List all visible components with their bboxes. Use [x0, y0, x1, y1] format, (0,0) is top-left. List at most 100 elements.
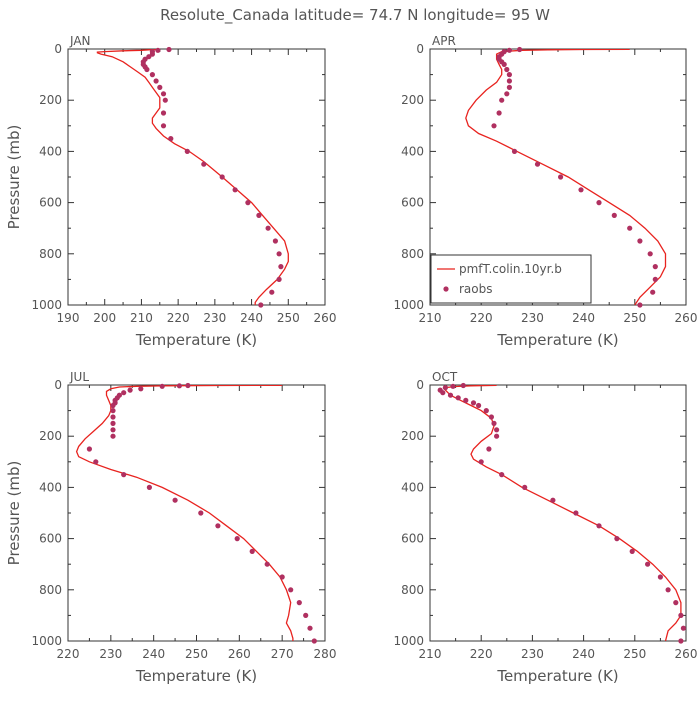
obs-point [506, 78, 512, 84]
obs-point [450, 383, 456, 389]
obs-point [611, 212, 617, 218]
obs-point [160, 110, 167, 116]
y-tick-label: 1000 [31, 298, 62, 312]
chart-title: Resolute_Canada latitude= 74.7 N longitu… [160, 6, 550, 25]
obs-point [264, 561, 270, 567]
obs-point [307, 625, 313, 631]
obs-point [627, 225, 633, 231]
x-tick-label: 230 [521, 311, 544, 325]
obs-point [501, 61, 507, 67]
obs-point [506, 84, 512, 90]
x-tick-label: 240 [240, 311, 263, 325]
x-tick-label: 270 [271, 647, 294, 661]
obs-point [172, 497, 178, 503]
x-tick-label: 250 [277, 311, 300, 325]
y-tick-label: 400 [401, 480, 424, 494]
x-tick-label: 260 [675, 311, 698, 325]
x-axis-label: Temperature (K) [496, 667, 618, 685]
panel-jan: 190 200 210 220 230 240 250 260 0 200 400 600 800 100… [5, 34, 336, 349]
panel-title: JAN [69, 34, 91, 48]
obs-point [303, 612, 309, 619]
legend-box [430, 254, 592, 304]
y-axis-label: Pressure (mb) [5, 125, 23, 230]
x-tick-label: 230 [99, 647, 122, 661]
y-tick-label: 800 [39, 247, 62, 261]
obs-point [650, 289, 656, 295]
obs-point [460, 382, 466, 389]
obs-point [219, 174, 225, 180]
x-tick-label: 240 [572, 311, 595, 325]
y-tick-label: 800 [39, 583, 62, 597]
obs-point [288, 587, 294, 593]
model-line [444, 385, 682, 641]
x-tick-label: 190 [57, 311, 80, 325]
obs-point [153, 78, 159, 84]
x-axis-label: Temperature (K) [135, 331, 257, 349]
x-tick-label: 220 [167, 311, 190, 325]
obs-point [146, 484, 152, 490]
legend: pmfT.colin.10yr.b raobs [430, 254, 592, 304]
obs-point [442, 385, 448, 391]
plot-frame [429, 384, 687, 642]
x-tick-label: 250 [623, 647, 646, 661]
obs-point [494, 427, 500, 433]
obs-point [276, 251, 282, 257]
obs-point [596, 523, 602, 529]
x-tick-label: 240 [142, 647, 165, 661]
obs-point [121, 472, 127, 478]
x-tick-label: 240 [572, 647, 595, 661]
y-tick-label: 1000 [393, 634, 424, 648]
obs-point [440, 390, 446, 396]
obs-point [110, 414, 116, 420]
obs-point [138, 386, 144, 392]
y-tick-label: 200 [401, 429, 424, 443]
obs-point [198, 510, 204, 516]
x-tick-label: 200 [93, 311, 116, 325]
y-tick-label: 400 [401, 144, 424, 158]
obs-point [470, 400, 477, 406]
obs-point [504, 66, 510, 73]
obs-point [201, 161, 207, 167]
obs-point [596, 200, 602, 206]
obs-point [146, 54, 152, 60]
obs-point [491, 123, 497, 129]
panel-title: JUL [69, 370, 89, 384]
obs-point [162, 97, 168, 103]
obs-point [159, 383, 165, 389]
obs-point [168, 136, 174, 142]
obs-point [110, 408, 116, 414]
y-tick-label: 400 [39, 480, 62, 494]
obs-point [279, 574, 285, 580]
obs-point [110, 402, 116, 409]
obs-point [160, 123, 167, 129]
x-tick-label: 260 [675, 647, 698, 661]
obs-point [110, 420, 116, 426]
obs-point [680, 625, 687, 631]
obs-point [496, 110, 502, 116]
obs-point [245, 200, 251, 206]
legend-obs-label: raobs [459, 282, 493, 296]
model-line [96, 49, 289, 305]
obs-point [517, 46, 523, 53]
obs-point [504, 91, 510, 97]
obs-point [176, 383, 182, 389]
obs-point [272, 238, 278, 244]
model-line [465, 49, 667, 305]
y-tick-label: 0 [54, 42, 62, 56]
panel-apr: 210 220 230 240 250 260 0 200 400 600 800 1000 APR Te… [393, 34, 697, 349]
y-tick-label: 600 [401, 196, 424, 210]
obs-point [506, 47, 512, 53]
x-tick-label: 250 [185, 647, 208, 661]
y-tick-label: 800 [401, 247, 424, 261]
x-tick-label: 210 [130, 311, 153, 325]
obs-point [155, 47, 161, 53]
obs-point [647, 251, 653, 257]
x-tick-label: 280 [314, 647, 337, 661]
x-axis-label: Temperature (K) [496, 331, 618, 349]
obs-point [276, 276, 282, 282]
obs-point [494, 433, 500, 439]
obs-point [678, 612, 684, 619]
y-tick-label: 0 [416, 42, 424, 56]
y-tick-label: 400 [39, 144, 62, 158]
